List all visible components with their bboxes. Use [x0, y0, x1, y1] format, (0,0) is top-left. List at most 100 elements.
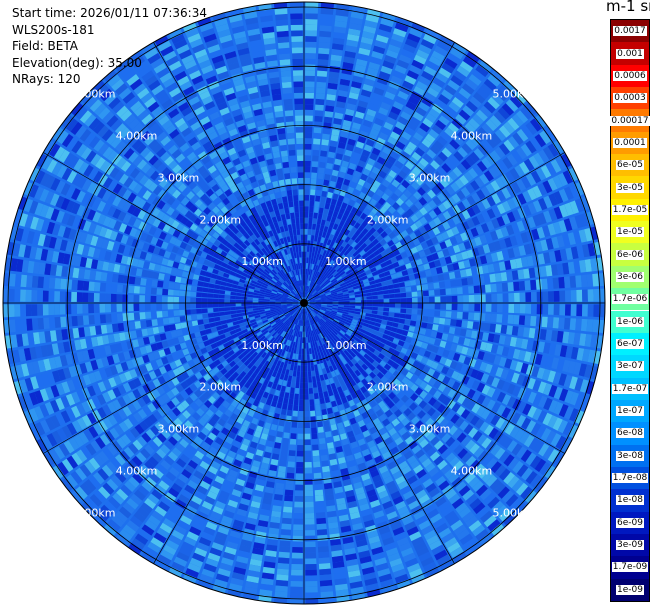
range-gate	[236, 292, 242, 297]
range-gate	[239, 154, 249, 163]
range-gate	[281, 324, 286, 330]
range-gate	[335, 583, 348, 591]
range-gate	[461, 375, 470, 385]
range-gate	[32, 360, 41, 374]
range-gate	[141, 43, 156, 55]
range-gate	[261, 409, 269, 417]
range-gate	[535, 425, 547, 439]
range-gate	[171, 529, 185, 541]
range-gate	[517, 326, 525, 337]
range-gate	[237, 168, 246, 177]
range-gate	[274, 326, 280, 332]
range-gate	[304, 501, 314, 508]
range-gate	[205, 241, 214, 249]
range-gate	[24, 214, 34, 229]
range-gate	[253, 254, 260, 261]
range-gate	[362, 83, 374, 92]
range-gate	[89, 270, 97, 281]
range-gate	[411, 536, 425, 547]
range-gate	[304, 461, 312, 468]
range-gate	[284, 267, 289, 274]
range-gate	[72, 267, 80, 279]
range-gate	[490, 523, 505, 537]
range-gate	[265, 481, 275, 489]
range-gate	[351, 422, 359, 431]
range-gate	[141, 524, 155, 536]
range-gate	[231, 333, 238, 339]
range-gate	[324, 355, 330, 362]
range-gate	[203, 373, 211, 382]
range-gate	[321, 304, 327, 307]
range-gate	[374, 322, 381, 328]
range-gate	[358, 550, 371, 559]
range-gate	[394, 333, 402, 340]
range-gate	[360, 89, 372, 98]
range-gate	[251, 495, 262, 503]
range-gate	[284, 242, 289, 249]
range-gate	[301, 274, 303, 281]
range-gate	[274, 209, 281, 217]
range-gate	[198, 221, 207, 229]
range-gate	[315, 104, 324, 111]
range-gate	[81, 193, 91, 205]
range-gate	[385, 340, 393, 347]
range-gate	[505, 494, 519, 507]
range-gate	[509, 497, 523, 511]
range-gate	[164, 363, 172, 373]
range-gate	[378, 526, 391, 535]
range-gate	[513, 314, 520, 325]
range-gate	[287, 224, 293, 231]
range-gate	[496, 345, 504, 356]
range-gate	[490, 365, 499, 376]
range-gate	[293, 524, 303, 531]
range-gate	[379, 324, 387, 330]
range-gate	[235, 231, 243, 239]
range-gate	[382, 333, 389, 340]
range-gate	[364, 316, 371, 321]
range-gate	[104, 228, 113, 239]
range-gate	[347, 328, 354, 334]
range-gate	[182, 85, 195, 96]
range-gate	[297, 365, 301, 372]
range-gate	[287, 138, 295, 145]
range-gate	[337, 89, 348, 98]
range-gate	[293, 318, 297, 324]
range-gate	[202, 352, 211, 360]
range-gate	[209, 404, 218, 414]
range-gate	[200, 238, 209, 246]
range-gate	[319, 443, 327, 450]
range-gate	[585, 380, 595, 395]
range-gate	[337, 404, 345, 412]
range-gate	[378, 490, 389, 499]
range-gate	[413, 510, 426, 521]
range-gate	[310, 275, 313, 282]
range-gate	[53, 146, 66, 160]
range-gate	[176, 403, 186, 413]
range-gate	[314, 489, 324, 496]
range-gate	[297, 160, 304, 167]
range-gate	[338, 353, 344, 361]
range-gate	[173, 296, 180, 303]
range-gate	[182, 362, 191, 371]
range-gate	[250, 321, 257, 326]
range-gate	[351, 476, 362, 484]
range-gate	[447, 388, 457, 399]
range-gate	[321, 356, 327, 363]
range-gate	[154, 559, 169, 571]
range-gate	[243, 11, 258, 20]
range-gate	[308, 348, 312, 355]
range-gate	[360, 328, 367, 334]
range-gate	[338, 171, 346, 179]
range-gate	[256, 282, 263, 287]
range-gate	[215, 409, 224, 418]
range-gate	[205, 126, 216, 136]
range-gate	[221, 360, 229, 368]
range-gate	[108, 496, 121, 509]
range-gate	[196, 314, 203, 320]
range-gate	[287, 461, 295, 468]
range-gate	[195, 303, 202, 309]
range-gate	[371, 450, 381, 459]
range-gate	[537, 341, 546, 353]
range-gate	[179, 438, 189, 449]
range-gate	[463, 356, 472, 366]
